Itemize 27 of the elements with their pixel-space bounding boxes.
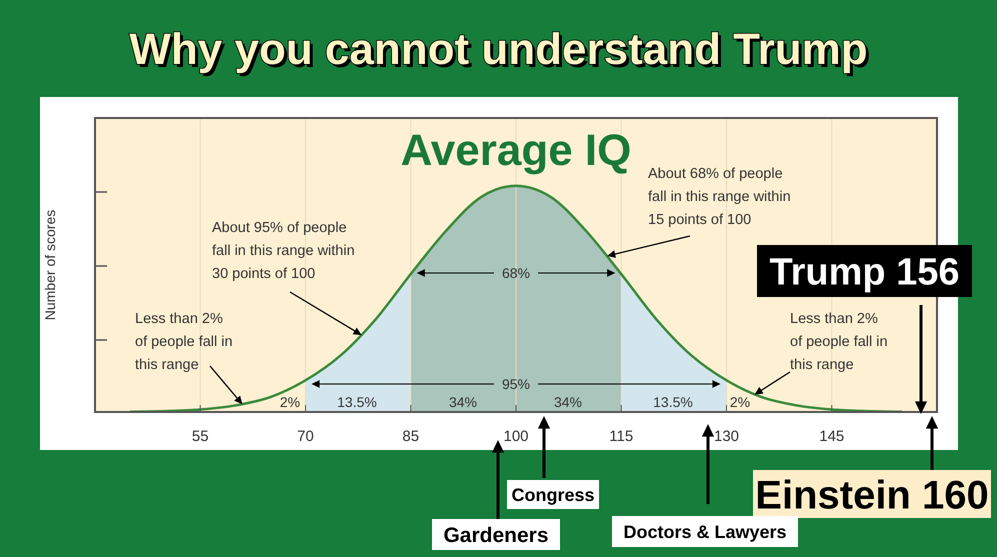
- text: Einstein 160: [755, 473, 989, 518]
- annotation: About 68% of people fall in this range within 15 points of 100: [648, 166, 791, 228]
- band-label: 68%: [502, 265, 530, 281]
- annotation: Trump 156: [769, 252, 960, 294]
- annotation: Less than 2% of people fall in this range: [135, 311, 233, 373]
- annotation: 34%: [448, 394, 478, 410]
- x-tick-label: 115: [609, 428, 634, 445]
- x-tick-label: 130: [714, 428, 740, 445]
- annotation: Less than 2% of people fall in this range: [790, 311, 888, 373]
- annotation: 2%: [280, 394, 300, 410]
- x-tick-label: 55: [192, 428, 209, 445]
- x-tick-label: 145: [819, 428, 844, 445]
- annotation: About 95% of people fall in this range within 30 points of 100: [212, 220, 355, 282]
- x-tick-label: 85: [402, 428, 420, 445]
- annotation: Average IQ: [400, 126, 632, 175]
- annotation: 2%: [730, 394, 750, 410]
- x-tick-label: 70: [297, 428, 314, 445]
- annotation: 13.5%: [653, 394, 693, 410]
- band-label: 95%: [502, 376, 530, 392]
- chart-title: Why you cannot understand Trump: [132, 28, 871, 77]
- text: Gardeners: [443, 524, 549, 548]
- text: Congress: [511, 484, 595, 505]
- annotation: 34%: [554, 394, 582, 410]
- annotation: 13.5%: [337, 394, 377, 410]
- y-axis-title: Number of scores: [42, 210, 58, 320]
- x-tick-label: 100: [503, 428, 529, 445]
- text: Doctors & Lawyers: [623, 522, 787, 542]
